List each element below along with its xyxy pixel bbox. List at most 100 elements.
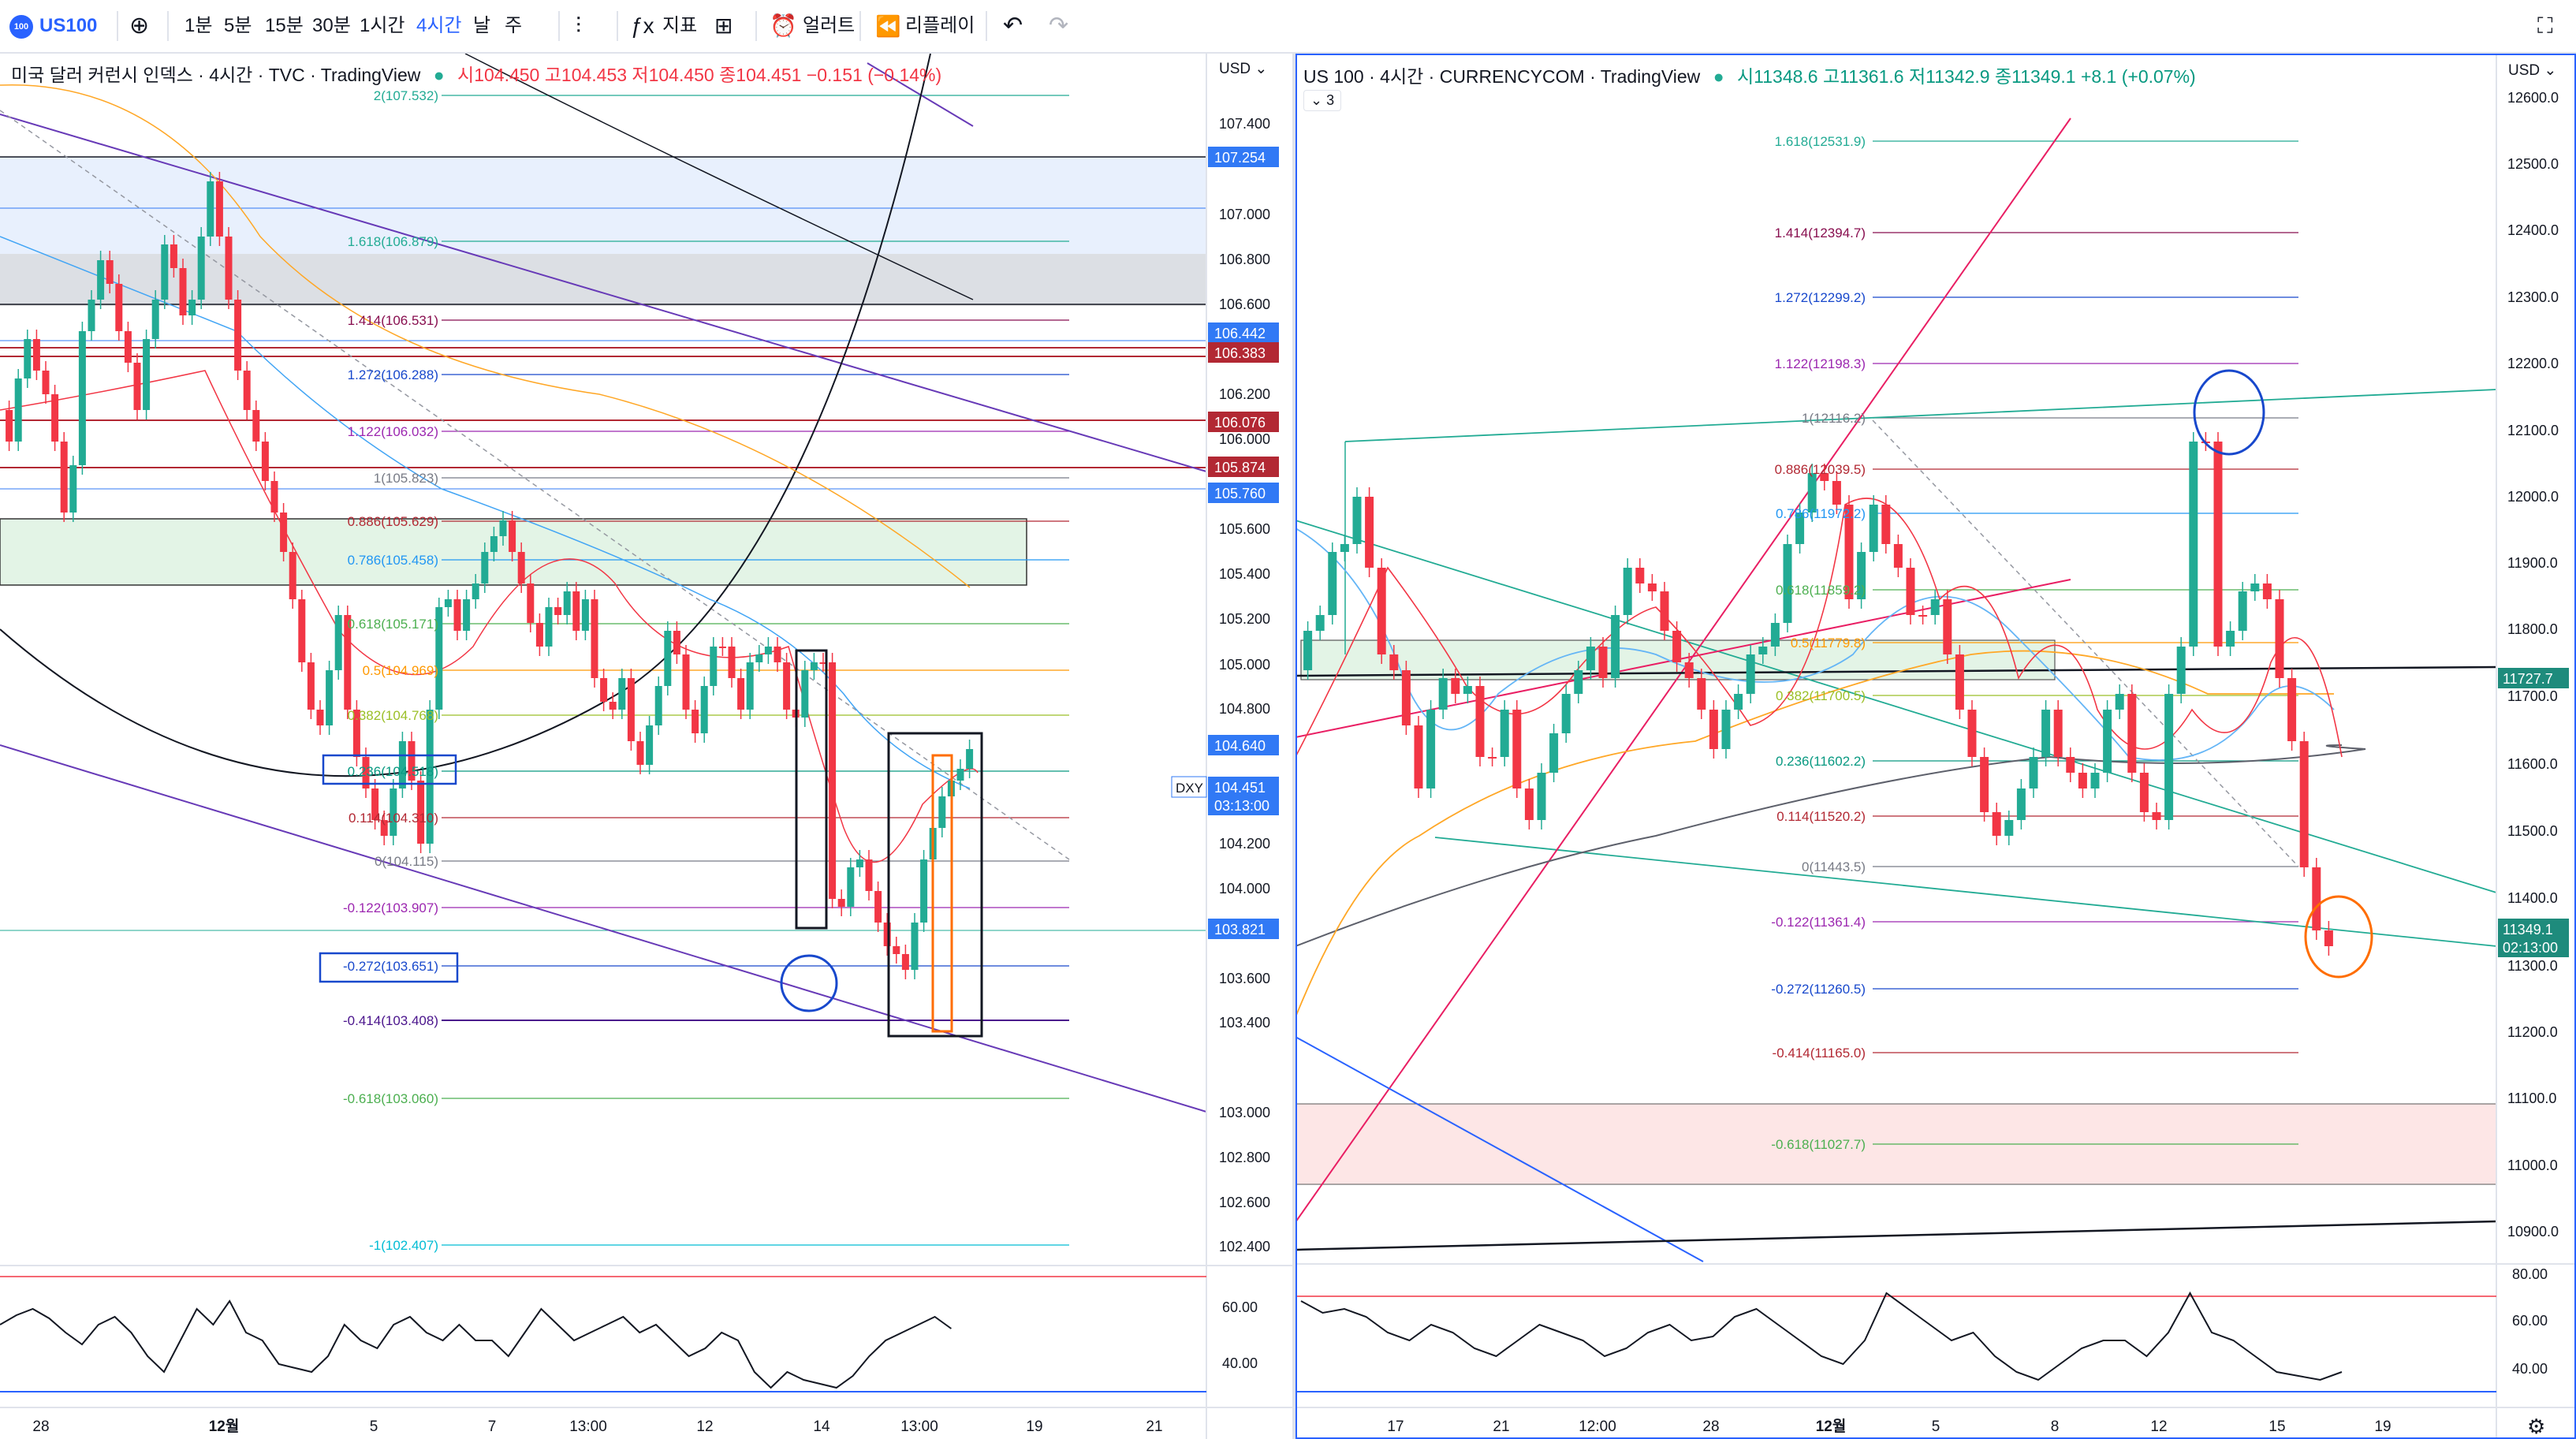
alarm-clock-icon[interactable]: ⏰ bbox=[770, 13, 797, 38]
candle-body bbox=[78, 331, 86, 465]
price-tick-label: 12500.0 bbox=[2507, 156, 2559, 172]
price-tick-label: 107.400 bbox=[1219, 116, 1270, 132]
candle-body bbox=[2213, 442, 2223, 647]
us100-chart-svg[interactable]: 1.618(12531.9) 1.414(12394.7) 1.272(12299.… bbox=[1295, 54, 2576, 1439]
candle-body bbox=[88, 300, 95, 331]
candle-body bbox=[188, 300, 196, 315]
timeframe-1m[interactable]: 1분 bbox=[185, 15, 213, 36]
time-axis-labels[interactable]: 28 12월 5 7 13:00 12 14 13:00 19 21 bbox=[32, 1418, 1162, 1435]
candle-body bbox=[1881, 505, 1891, 544]
candle-body bbox=[2041, 710, 2051, 757]
fib-level-label: 0.114(11520.2) bbox=[1776, 809, 1866, 824]
alerts-button[interactable]: 얼러트 bbox=[803, 15, 856, 36]
symbol-search-button[interactable]: US100 bbox=[39, 15, 98, 36]
replay-button[interactable]: 리플레이 bbox=[905, 15, 975, 36]
timeframe-4h[interactable]: 4시간 bbox=[416, 15, 462, 36]
fib-level-label: 1(12116.2) bbox=[1802, 411, 1866, 426]
time-label: 28 bbox=[1702, 1418, 1719, 1435]
candle-body bbox=[1549, 733, 1559, 773]
currency-label: USD bbox=[1219, 61, 1251, 77]
candle-body bbox=[1943, 599, 1952, 654]
fib-level-label: 1(105.823) bbox=[374, 471, 438, 486]
layout-grid-icon[interactable]: ⊞ bbox=[714, 13, 733, 38]
candle-body bbox=[352, 710, 360, 757]
price-tick-label: 105.400 bbox=[1219, 566, 1270, 582]
highlight-circle bbox=[2193, 369, 2265, 456]
candle-body bbox=[728, 647, 736, 678]
candle-body bbox=[1488, 757, 1497, 759]
price-tick-label: 104.800 bbox=[1219, 701, 1270, 717]
candle-body bbox=[490, 536, 498, 552]
pane-divider[interactable] bbox=[1292, 54, 1295, 1439]
redo-icon[interactable]: ↷ bbox=[1049, 13, 1069, 39]
fib-level-label: 0(104.115) bbox=[375, 854, 438, 869]
time-label: 8 bbox=[2051, 1418, 2060, 1435]
timeframe-week[interactable]: 주 bbox=[505, 15, 523, 36]
indicators-icon[interactable]: ƒx bbox=[631, 13, 654, 38]
candle-body bbox=[509, 520, 516, 552]
us100-candles bbox=[1303, 432, 2333, 956]
candle-body bbox=[2139, 773, 2149, 812]
candle-body bbox=[1475, 686, 1485, 757]
fullscreen-icon[interactable]: ⛶ bbox=[2537, 13, 2553, 38]
rsi-oscillator bbox=[0, 1299, 952, 1389]
candle-body bbox=[664, 631, 672, 686]
time-axis-labels[interactable]: 17 21 12:00 28 12월 5 8 12 15 19 bbox=[1387, 1418, 2391, 1435]
candle-body bbox=[2078, 773, 2087, 788]
left-chart-pane[interactable]: 2(107.532) 1.618(106.879) 1.414(106.531) 1.… bbox=[0, 54, 1292, 1439]
fib-level-label: -0.272(103.651) bbox=[343, 959, 438, 974]
fib-level-label: 0.886(12039.5) bbox=[1775, 462, 1866, 477]
candle-body bbox=[517, 552, 525, 583]
candle-body bbox=[1721, 710, 1731, 749]
chevron-down-icon: ⌄ bbox=[1254, 61, 1268, 77]
trendline-pink bbox=[1297, 117, 2071, 1221]
timeframe-1h[interactable]: 1시간 bbox=[360, 15, 405, 36]
compare-add-icon[interactable]: ⊕ bbox=[129, 13, 150, 39]
right-chart-pane[interactable]: 1.618(12531.9) 1.414(12394.7) 1.272(12299.… bbox=[1295, 54, 2576, 1439]
timeframe-15m[interactable]: 15분 bbox=[265, 15, 304, 36]
candle-body bbox=[746, 662, 754, 710]
candle-body bbox=[1401, 670, 1411, 725]
toolbar-divider bbox=[617, 11, 618, 41]
right-legend-title[interactable]: US 100 · 4시간 · CURRENCYCOM · TradingView bbox=[1303, 66, 1701, 87]
price-tick-label: 11800.0 bbox=[2507, 621, 2558, 637]
candle-body bbox=[1438, 678, 1448, 710]
right-currency-selector[interactable]: USD ⌄ bbox=[2508, 62, 2556, 80]
price-tick-label: 102.400 bbox=[1219, 1239, 1270, 1254]
candle-body bbox=[133, 363, 141, 410]
candle-type-icon[interactable]: ⫶ bbox=[576, 13, 582, 38]
price-tag bbox=[1208, 147, 1279, 167]
price-tag-label: 11349.1 bbox=[2503, 922, 2553, 938]
legend-collapse-button[interactable]: ⌄ 3 bbox=[1303, 90, 1342, 111]
price-axis-ticks[interactable]: 107.400 107.000 106.800 106.600 106.200 106.0… bbox=[1219, 116, 1270, 1254]
price-axis-ticks[interactable]: 12600.0 12500.0 12400.0 12300.0 12200.0 12100… bbox=[2507, 90, 2559, 1240]
left-currency-selector[interactable]: USD ⌄ bbox=[1219, 60, 1267, 78]
price-tag bbox=[2498, 668, 2569, 688]
replay-icon[interactable]: ⏪ bbox=[875, 14, 901, 38]
candle-body bbox=[280, 513, 288, 552]
fib-label-box bbox=[319, 952, 459, 983]
candle-body bbox=[243, 371, 251, 410]
settings-gear-icon[interactable]: ⚙ bbox=[2527, 1415, 2546, 1438]
candle-body bbox=[718, 647, 726, 648]
candle-body bbox=[673, 631, 680, 654]
timeframe-day[interactable]: 날 bbox=[473, 15, 491, 36]
candle-body bbox=[1328, 552, 1337, 615]
fib-level-label: 0.618(105.171) bbox=[348, 617, 438, 632]
candle-body bbox=[2115, 694, 2124, 710]
trendline-blue bbox=[1297, 1036, 1704, 1262]
left-legend-title[interactable]: 미국 달러 커런시 인덱스 · 4시간 · TVC · TradingView bbox=[11, 65, 421, 85]
price-tick-label: 102.600 bbox=[1219, 1195, 1270, 1210]
trendline-dashed bbox=[0, 110, 1070, 860]
price-tick-label: 104.000 bbox=[1219, 881, 1270, 897]
timeframe-30m[interactable]: 30분 bbox=[312, 15, 351, 36]
price-tick-label: 106.000 bbox=[1219, 431, 1270, 447]
indicators-button[interactable]: 지표 bbox=[662, 15, 698, 36]
dxy-chart-svg[interactable]: 2(107.532) 1.618(106.879) 1.414(106.531) 1.… bbox=[0, 54, 1292, 1439]
price-tick-label: 12300.0 bbox=[2507, 289, 2559, 305]
candle-body bbox=[444, 599, 452, 607]
candle-body bbox=[435, 607, 443, 710]
timeframe-5m[interactable]: 5분 bbox=[224, 15, 252, 36]
undo-icon[interactable]: ↶ bbox=[1003, 13, 1023, 39]
fib-level-label: -1(102.407) bbox=[369, 1238, 438, 1253]
